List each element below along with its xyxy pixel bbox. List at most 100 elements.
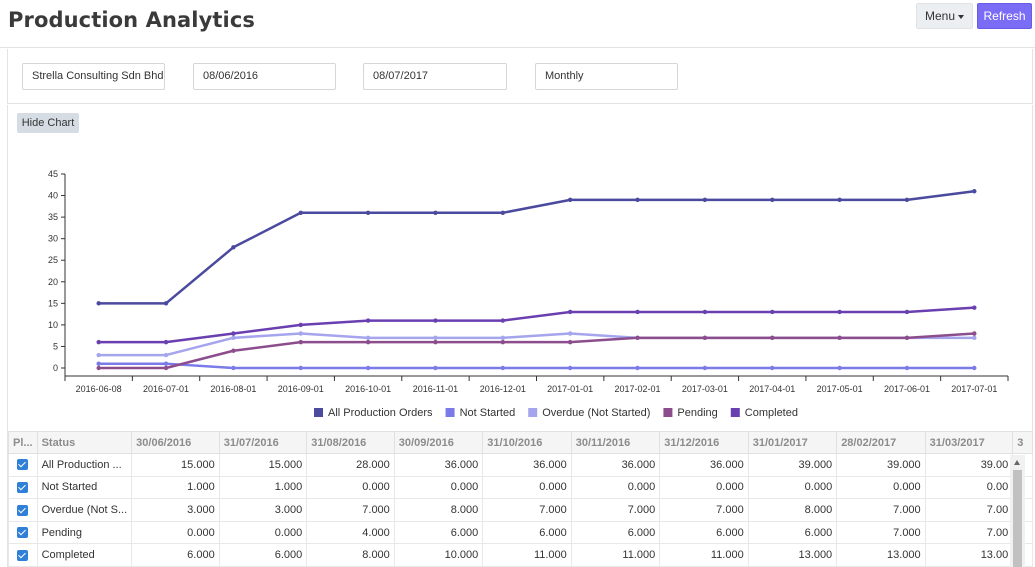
data-point <box>163 361 169 366</box>
column-header[interactable]: 3 <box>1012 431 1033 454</box>
plot-checkbox-cell[interactable] <box>8 520 38 545</box>
legend-swatch <box>730 408 740 417</box>
value-cell: 0.000 <box>747 475 838 500</box>
legend-swatch <box>663 408 673 417</box>
column-header[interactable]: 28/02/2017 <box>836 431 926 454</box>
data-point <box>837 365 842 371</box>
plot-checkbox[interactable] <box>17 549 29 561</box>
column-header[interactable]: Pl... <box>8 431 38 454</box>
data-point <box>298 339 303 345</box>
column-header[interactable]: 30/11/2016 <box>570 431 661 454</box>
table-row[interactable]: All Production ... 15.000 15.000 28.000 36.0… <box>8 453 1033 477</box>
plot-checkbox[interactable] <box>17 527 29 539</box>
scroll-up-arrow-icon[interactable] <box>1014 460 1020 465</box>
table-row[interactable]: Not Started 1.000 1.000 0.000 0.000 0.000 0.00… <box>8 475 1033 500</box>
x-tick-label: 2016-11-01 <box>413 384 458 394</box>
data-point <box>365 335 371 341</box>
hide-chart-button[interactable]: Hide Chart <box>17 113 79 133</box>
column-header[interactable]: 30/09/2016 <box>393 431 484 454</box>
value-cell: 8.000 <box>306 543 395 567</box>
plot-checkbox[interactable] <box>17 459 29 471</box>
value-cell: 7.000 <box>836 520 926 545</box>
chart-panel: Hide Chart 0 5 10 15 20 25 30 35 40 45 2016-06-08 2… <box>7 105 1033 431</box>
data-point <box>702 309 708 315</box>
value-cell: 7.000 <box>659 498 749 522</box>
y-tick-label: 45 <box>48 169 58 179</box>
value-cell: 28.000 <box>306 453 395 477</box>
status-cell: Pending <box>36 520 133 545</box>
data-point <box>904 309 910 315</box>
date-from-field[interactable]: 08/06/2016 <box>193 63 336 90</box>
data-point <box>96 365 101 371</box>
value-cell: 13.00 <box>924 543 1014 567</box>
table-row[interactable]: Overdue (Not S... 3.000 3.000 7.000 8.000 7.0… <box>8 498 1033 522</box>
value-cell: 0.000 <box>659 475 749 500</box>
plot-checkbox-cell[interactable] <box>8 453 38 477</box>
value-cell: 36.000 <box>393 453 484 477</box>
column-header[interactable]: 31/01/2017 <box>747 431 838 454</box>
period-select[interactable]: Monthly <box>535 63 678 90</box>
data-point <box>163 365 169 371</box>
table-scrollbar[interactable] <box>1010 455 1025 567</box>
plot-checkbox[interactable] <box>17 504 29 516</box>
value-cell: 7.000 <box>836 498 926 522</box>
plot-checkbox-cell[interactable] <box>8 498 38 522</box>
legend-swatch <box>314 408 324 417</box>
column-header[interactable]: 31/08/2016 <box>306 431 395 454</box>
value-cell: 6.000 <box>482 520 572 545</box>
value-cell: 0.000 <box>306 475 395 500</box>
column-header[interactable]: 31/03/2017 <box>924 431 1014 454</box>
refresh-button[interactable]: Refresh <box>977 3 1032 29</box>
data-point <box>433 339 438 345</box>
data-point <box>500 335 506 341</box>
y-tick-label: 0 <box>53 363 58 373</box>
table-row[interactable]: Pending 0.000 0.000 4.000 6.000 6.000 6.000 6.0… <box>8 520 1033 545</box>
scroll-thumb[interactable] <box>1013 470 1022 567</box>
column-header[interactable]: 31/10/2016 <box>482 431 572 454</box>
value-cell: 1.000 <box>131 475 220 500</box>
status-cell: Not Started <box>36 475 133 500</box>
status-cell: Completed <box>36 543 133 567</box>
x-tick-label: 2017-03-01 <box>682 384 728 394</box>
value-cell: 8.000 <box>747 498 838 522</box>
value-cell: 10.000 <box>393 543 484 567</box>
column-header[interactable]: 31/07/2016 <box>218 431 308 454</box>
x-tick-label: 2016-09-01 <box>278 384 324 394</box>
value-cell: 7.00 <box>924 520 1014 545</box>
plot-checkbox[interactable] <box>17 481 29 493</box>
column-header[interactable]: Status <box>36 431 133 454</box>
data-point <box>567 365 573 371</box>
x-tick-label: 2016-08-01 <box>210 384 256 394</box>
value-cell: 0.000 <box>218 520 308 545</box>
value-cell: 6.000 <box>747 520 838 545</box>
value-cell: 6.000 <box>570 520 661 545</box>
value-cell: 11.000 <box>570 543 661 567</box>
data-point <box>163 301 169 306</box>
data-point <box>163 352 169 358</box>
date-to-field[interactable]: 08/07/2017 <box>363 63 507 90</box>
data-point <box>770 335 775 341</box>
data-point <box>972 305 977 310</box>
value-cell: 0.000 <box>836 475 926 500</box>
data-point <box>567 331 573 336</box>
value-cell: 7.000 <box>482 498 572 522</box>
menu-button[interactable]: Menu <box>916 3 973 29</box>
table-row[interactable]: Completed 6.000 6.000 8.000 10.000 11.000 11.0… <box>8 543 1033 567</box>
value-cell: 3.000 <box>131 498 220 522</box>
status-cell: Overdue (Not S... <box>36 498 133 522</box>
x-tick-label: 2017-07-01 <box>951 384 997 394</box>
data-point <box>231 335 236 341</box>
plot-checkbox-cell[interactable] <box>8 543 38 567</box>
caret-down-icon <box>958 14 965 19</box>
value-cell: 13.000 <box>836 543 926 567</box>
plot-checkbox-cell[interactable] <box>8 475 38 500</box>
column-header[interactable]: 31/12/2016 <box>659 431 749 454</box>
data-point <box>770 309 775 315</box>
menu-button-label: Menu <box>924 9 956 23</box>
column-header[interactable]: 30/06/2016 <box>131 431 220 454</box>
company-field[interactable]: Strella Consulting Sdn Bhd <box>22 63 165 90</box>
x-tick-label: 2017-04-01 <box>749 384 795 394</box>
y-tick-label: 35 <box>48 212 58 222</box>
page-header: Production Analytics Menu Refresh <box>0 0 1035 48</box>
y-tick-label: 10 <box>48 320 58 330</box>
